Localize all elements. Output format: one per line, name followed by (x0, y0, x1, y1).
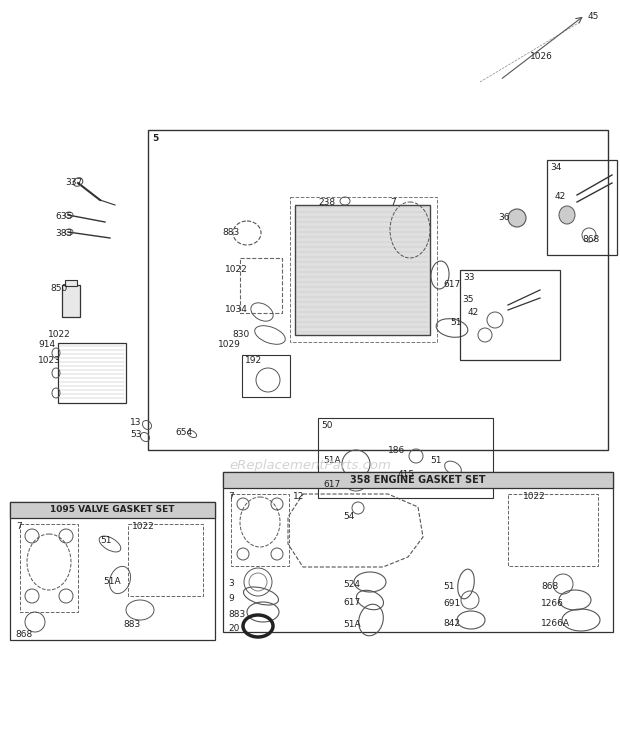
Text: 36: 36 (498, 213, 510, 222)
Bar (10, 502, 215, 640)
Text: 35: 35 (462, 295, 474, 304)
Text: 524: 524 (343, 580, 360, 589)
Text: 1023: 1023 (38, 356, 61, 365)
Text: 51A: 51A (343, 620, 361, 629)
Bar (128, 524, 203, 596)
Text: 50: 50 (321, 421, 332, 430)
Text: 42: 42 (468, 308, 479, 317)
Text: 842: 842 (443, 619, 460, 628)
Text: 51: 51 (450, 318, 461, 327)
Bar (290, 197, 437, 342)
Text: 3: 3 (228, 579, 234, 588)
Text: 34: 34 (550, 163, 561, 172)
Text: 1034: 1034 (225, 305, 248, 314)
Text: 5: 5 (152, 134, 158, 143)
Bar (231, 494, 289, 566)
Bar (547, 160, 617, 255)
Text: 914: 914 (38, 340, 55, 349)
Text: 192: 192 (245, 356, 262, 365)
Text: 42: 42 (555, 192, 566, 201)
Text: 45: 45 (588, 12, 600, 21)
Bar (62, 285, 80, 317)
Text: 654: 654 (175, 428, 192, 437)
Bar (20, 524, 78, 612)
Text: 691: 691 (443, 599, 460, 608)
Text: 12: 12 (293, 492, 304, 501)
Text: 54: 54 (343, 512, 355, 521)
Text: 33: 33 (463, 273, 474, 282)
Text: 883: 883 (123, 620, 140, 629)
Text: 51: 51 (443, 582, 454, 591)
Ellipse shape (559, 206, 575, 224)
Bar (242, 355, 290, 397)
Text: 7: 7 (16, 522, 22, 531)
Text: 238: 238 (318, 198, 335, 207)
Bar (58, 343, 126, 403)
Bar (65, 280, 77, 286)
Text: 617: 617 (343, 598, 360, 607)
Text: 1022: 1022 (523, 492, 546, 501)
Text: 1095 VALVE GASKET SET: 1095 VALVE GASKET SET (50, 505, 174, 514)
Text: 1266: 1266 (541, 599, 564, 608)
Text: 1029: 1029 (218, 340, 241, 349)
Text: 1022: 1022 (48, 330, 71, 339)
Bar (460, 270, 560, 360)
Text: 9: 9 (228, 594, 234, 603)
Text: 830: 830 (232, 330, 249, 339)
Text: 13: 13 (130, 418, 141, 427)
Text: 868: 868 (582, 235, 600, 244)
Bar (148, 130, 608, 450)
Text: 415: 415 (398, 470, 415, 479)
Text: 617: 617 (323, 480, 340, 489)
Text: 883: 883 (222, 228, 239, 237)
Bar (318, 418, 493, 498)
Bar (223, 472, 613, 632)
Bar (240, 258, 282, 313)
Text: 868: 868 (541, 582, 558, 591)
Text: 51A: 51A (323, 456, 340, 465)
Text: 868: 868 (15, 630, 32, 639)
Text: 1022: 1022 (132, 522, 155, 531)
Text: eReplacementParts.com: eReplacementParts.com (229, 458, 391, 472)
Text: 7: 7 (228, 492, 234, 501)
Text: 883: 883 (228, 610, 246, 619)
Text: 186: 186 (388, 446, 405, 455)
Bar (508, 494, 598, 566)
Bar (295, 205, 430, 335)
Text: 7: 7 (390, 198, 396, 207)
Text: 617: 617 (443, 280, 460, 289)
Text: 51: 51 (100, 536, 112, 545)
Text: 635: 635 (55, 212, 73, 221)
Bar (223, 472, 613, 488)
Text: 53: 53 (130, 430, 141, 439)
Text: 20: 20 (228, 624, 239, 633)
Text: 1266A: 1266A (541, 619, 570, 628)
Text: 1026: 1026 (530, 52, 553, 61)
Text: 51: 51 (430, 456, 441, 465)
Text: 337: 337 (65, 178, 82, 187)
Text: 383: 383 (55, 229, 73, 238)
Text: 850: 850 (50, 284, 67, 293)
Ellipse shape (508, 209, 526, 227)
Text: 1022: 1022 (225, 265, 248, 274)
Bar (10, 502, 215, 518)
Text: 51A: 51A (103, 577, 121, 586)
Text: 358 ENGINE GASKET SET: 358 ENGINE GASKET SET (350, 475, 485, 485)
